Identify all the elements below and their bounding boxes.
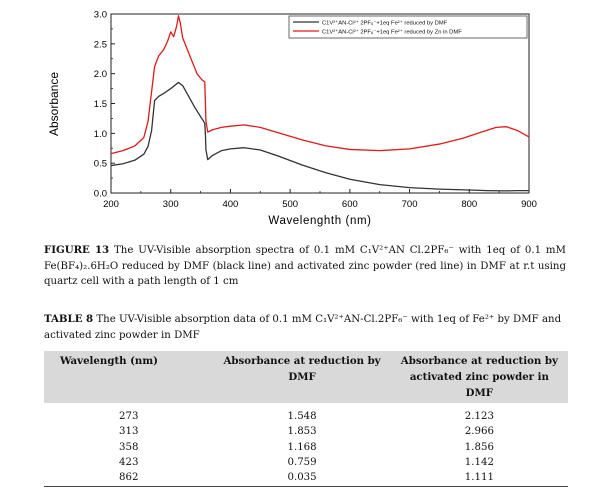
- figure-label: FIGURE 13: [44, 244, 110, 256]
- series-group: [110, 15, 530, 192]
- table-row: 862 0.035 1.111: [44, 470, 568, 488]
- legend-label-dmf: C1V²⁺AN-Cl²⁺ 2PF₆⁻+1eq Fe²⁺ reduced by D…: [322, 20, 448, 27]
- x-tick-label: 600: [342, 199, 358, 210]
- cell-wavelength: 313: [118, 426, 139, 438]
- cell-wavelength: 273: [118, 411, 139, 422]
- absorption-table: Wavelength (nm) Absorbance at reduction …: [44, 351, 568, 488]
- figure-caption: FIGURE 13 The UV-Visible absorption spec…: [44, 243, 566, 290]
- cell-zn: 1.856: [464, 441, 494, 453]
- legend: C1V²⁺AN-Cl²⁺ 2PF₆⁻+1eq Fe²⁺ reduced by D…: [288, 15, 528, 39]
- header-wavelength: Wavelength (nm): [60, 355, 158, 367]
- y-tick-label: 1.5: [94, 99, 107, 110]
- x-tick-label: 800: [461, 199, 477, 210]
- y-tick-label: 2.0: [94, 69, 107, 80]
- x-tick-label: 500: [282, 199, 298, 210]
- series-line-zn: [110, 15, 530, 155]
- cell-wavelength: 862: [44, 470, 214, 488]
- uv-vis-chart: 0.0 0.5 1.0 1.5 2.0 2.5 3.0 200 300 400 500 600 700…: [47, 10, 537, 228]
- table-row: 313 1.853 2.966: [44, 424, 568, 439]
- table-header-row: Wavelength (nm) Absorbance at reduction …: [44, 351, 568, 403]
- cell-dmf: 0.759: [287, 456, 317, 468]
- x-tick-label: 400: [222, 199, 238, 210]
- cell-wavelength: 358: [118, 441, 139, 453]
- x-tick-label: 900: [521, 199, 537, 210]
- header-dmf: Absorbance at reduction by DMF: [223, 355, 381, 383]
- table-row: 358 1.168 1.856: [44, 440, 568, 455]
- series-line-dmf: [110, 81, 529, 192]
- table-row: 423 0.759 1.142: [44, 455, 568, 470]
- x-tick-label: 700: [402, 199, 418, 210]
- y-axis-label: Absorbance: [47, 72, 61, 136]
- x-tick-label: 300: [163, 199, 179, 210]
- cell-dmf: 1.853: [287, 426, 317, 438]
- table-row: 273 1.548 2.123: [44, 403, 568, 424]
- figure-caption-text: The UV-Visible absorption spectra of 0.1…: [44, 245, 566, 287]
- cell-dmf: 1.168: [287, 441, 317, 453]
- header-zn: Absorbance at reduction by activated zin…: [400, 355, 558, 399]
- cell-zn: 2.966: [464, 426, 494, 438]
- cell-dmf: 1.548: [287, 411, 317, 422]
- cell-zn: 2.123: [464, 411, 494, 422]
- y-tick-label: 1.0: [94, 129, 107, 140]
- table-caption-text: The UV-Visible absorption data of 0.1 mM…: [44, 314, 562, 341]
- table-label: TABLE 8: [44, 313, 94, 325]
- x-tick-label: 200: [103, 199, 119, 210]
- legend-label-zn: C1V²⁺AN-Cl²⁺ 2PF₆⁻+1eq Fe²⁺ reduced by Z…: [322, 29, 462, 36]
- y-tick-label: 2.5: [94, 39, 107, 50]
- x-axis: 200 300 400 500 600 700 800 900: [103, 189, 537, 210]
- y-tick-label: 0.0: [94, 189, 107, 200]
- table-caption: TABLE 8 The UV-Visible absorption data o…: [44, 312, 566, 343]
- legend-box: [288, 15, 528, 39]
- cell-wavelength: 423: [118, 456, 139, 468]
- y-tick-label: 3.0: [94, 10, 107, 21]
- y-axis: 0.0 0.5 1.0 1.5 2.0 2.5 3.0: [94, 10, 115, 200]
- y-tick-label: 0.5: [94, 159, 107, 170]
- plot-frame: [110, 13, 530, 194]
- cell-zn: 1.142: [464, 456, 494, 468]
- cell-zn: 1.111: [390, 470, 568, 488]
- x-axis-label: Wavelenghth (nm): [268, 215, 371, 227]
- cell-dmf: 0.035: [213, 470, 391, 488]
